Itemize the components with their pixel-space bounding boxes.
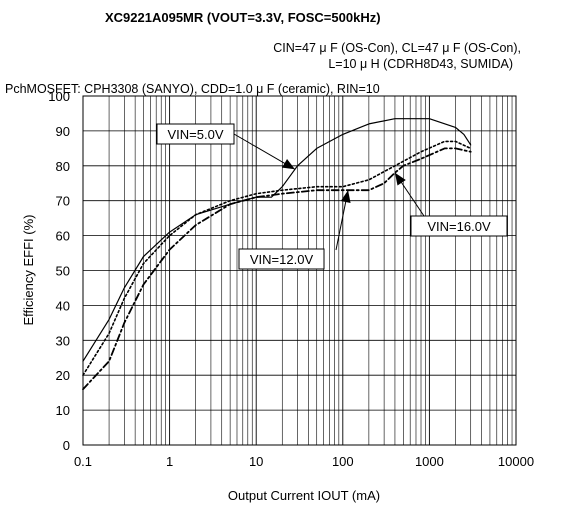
y-tick-label: 60 <box>56 229 70 244</box>
callout-label: VIN=12.0V <box>250 252 314 267</box>
conditions-line-1: CIN=47 μ F (OS-Con), CL=47 μ F (OS-Con), <box>273 41 521 55</box>
y-tick-label: 0 <box>63 438 70 453</box>
callout-arrowhead <box>282 158 295 170</box>
callout-label: VIN=5.0V <box>167 127 223 142</box>
y-tick-label: 70 <box>56 194 70 209</box>
y-tick-label: 50 <box>56 264 70 279</box>
y-tick-label: 30 <box>56 333 70 348</box>
callout-label: VIN=16.0V <box>427 219 491 234</box>
x-tick-label: 1000 <box>415 454 444 469</box>
y-tick-label: 80 <box>56 159 70 174</box>
x-axis-label: Output Current IOUT (mA) <box>228 488 380 503</box>
y-tick-label: 100 <box>48 89 70 104</box>
x-tick-label: 1 <box>166 454 173 469</box>
callout-arrowhead <box>340 190 351 203</box>
x-tick-label: 10000 <box>498 454 534 469</box>
callout-box <box>156 123 235 145</box>
conditions-line-3: PchMOSFET: CPH3308 (SANYO), CDD=1.0 μ F … <box>5 82 380 96</box>
callout-box <box>238 248 325 270</box>
x-tick-label: 0.1 <box>74 454 92 469</box>
tick-labels: 0.1 1 10 100 1000 10000 0 10 20 30 40 50 60 70 80 90 100 <box>48 89 534 469</box>
series-group <box>82 118 472 391</box>
chart-title: XC9221A095MR (VOUT=3.3V, FOSC=500kHz) <box>105 10 381 25</box>
callout-box <box>410 215 508 237</box>
x-tick-label: 100 <box>332 454 354 469</box>
series-line-50v <box>82 118 472 362</box>
callout: VIN=16.0V <box>394 172 508 237</box>
callout: VIN=12.0V <box>238 190 351 270</box>
y-tick-label: 20 <box>56 368 70 383</box>
y-axis-label: Efficiency EFFI (%) <box>21 214 36 325</box>
y-tick-label: 90 <box>56 124 70 139</box>
series-line-160v <box>82 147 472 391</box>
x-tick-label: 10 <box>249 454 263 469</box>
callouts: VIN=5.0V VIN=12.0V VIN=16.0V <box>156 123 508 270</box>
callout: VIN=5.0V <box>156 123 296 170</box>
y-tick-label: 40 <box>56 298 70 313</box>
series-line-120v <box>82 140 472 376</box>
conditions-line-2: L=10 μ H (CDRH8D43, SUMIDA) <box>328 57 513 71</box>
y-tick-label: 10 <box>56 403 70 418</box>
callout-arrowhead <box>394 172 406 186</box>
plot-frame <box>82 95 517 446</box>
